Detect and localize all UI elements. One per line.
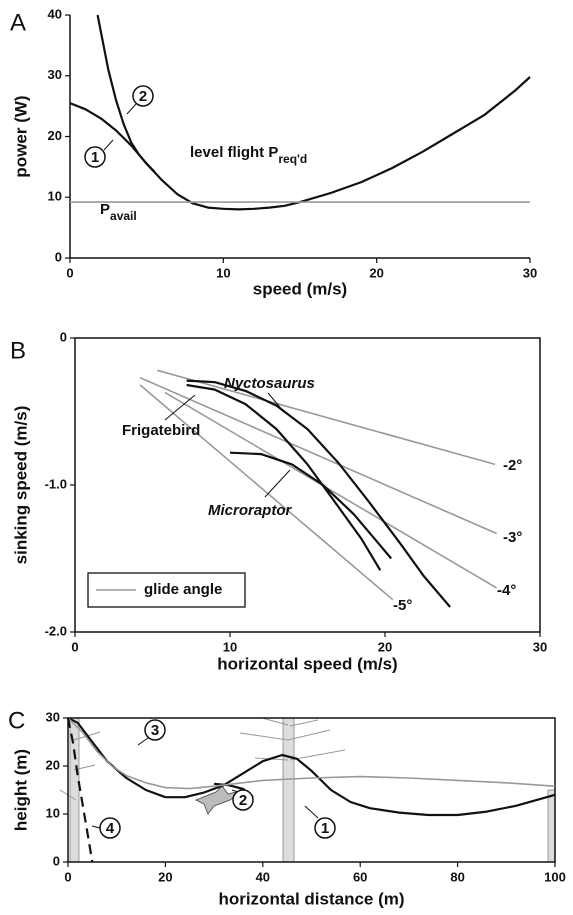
series-label: 1 bbox=[91, 149, 99, 166]
x-tick-label: 40 bbox=[256, 869, 270, 884]
y-tick-label: -1.0 bbox=[45, 476, 67, 491]
series-line bbox=[165, 392, 497, 588]
y-tick-label: 30 bbox=[46, 709, 60, 724]
x-tick-label: 30 bbox=[523, 265, 537, 280]
x-tick-label: 0 bbox=[71, 639, 78, 654]
panel-letter: B bbox=[10, 337, 26, 364]
series-label: -4° bbox=[497, 582, 516, 599]
y-tick-label: -2.0 bbox=[45, 623, 67, 638]
series-label: 3 bbox=[151, 722, 159, 739]
y-axis-label: height (m) bbox=[11, 749, 30, 831]
x-axis-label: speed (m/s) bbox=[253, 279, 347, 298]
leader-line bbox=[265, 470, 290, 497]
annotation: Pavail bbox=[100, 201, 137, 223]
series-line bbox=[68, 718, 555, 815]
panel-letter: A bbox=[10, 9, 26, 36]
x-tick-label: 100 bbox=[544, 869, 566, 884]
y-axis-label: power (W) bbox=[11, 95, 30, 177]
leader-line bbox=[104, 140, 113, 150]
y-tick-label: 10 bbox=[46, 805, 60, 820]
legend-label: glide angle bbox=[144, 581, 222, 598]
x-tick-label: 10 bbox=[223, 639, 237, 654]
x-axis-label: horizontal distance (m) bbox=[218, 889, 404, 908]
series-label: 1 bbox=[321, 820, 329, 837]
series-label: -5° bbox=[393, 597, 412, 614]
annotation: level flight Preq'd bbox=[190, 144, 307, 166]
annotation-text: P bbox=[100, 201, 110, 218]
x-tick-label: 0 bbox=[64, 869, 71, 884]
series-label: Frigatebird bbox=[122, 422, 200, 439]
y-tick-label: 0 bbox=[53, 853, 60, 868]
x-axis-label: horizontal speed (m/s) bbox=[217, 654, 397, 673]
tree-trunk bbox=[548, 790, 555, 862]
plot-frame bbox=[68, 718, 555, 862]
series-label: -3° bbox=[503, 529, 522, 546]
x-tick-label: 10 bbox=[216, 265, 230, 280]
x-tick-label: 60 bbox=[353, 869, 367, 884]
x-tick-label: 20 bbox=[369, 265, 383, 280]
y-tick-label: 0 bbox=[55, 249, 62, 264]
y-tick-label: 10 bbox=[48, 189, 62, 204]
leader-line bbox=[127, 104, 136, 114]
y-tick-label: 30 bbox=[48, 67, 62, 82]
series-label: 4 bbox=[106, 820, 115, 837]
series-label: Microraptor bbox=[208, 502, 293, 519]
x-tick-label: 30 bbox=[533, 639, 547, 654]
x-tick-label: 80 bbox=[450, 869, 464, 884]
series-line bbox=[68, 718, 555, 789]
series-label: -2° bbox=[503, 457, 522, 474]
leader-line bbox=[305, 806, 318, 818]
leader-line bbox=[138, 738, 148, 745]
illustration bbox=[60, 718, 555, 862]
annotation-subscript: req'd bbox=[278, 152, 307, 166]
series-line bbox=[140, 378, 497, 534]
series-label: 2 bbox=[239, 792, 247, 809]
annotation-subscript: avail bbox=[110, 209, 137, 223]
annotation-text: level flight P bbox=[190, 144, 278, 161]
x-tick-label: 20 bbox=[378, 639, 392, 654]
x-tick-label: 0 bbox=[66, 265, 73, 280]
y-tick-label: 0 bbox=[60, 329, 67, 344]
y-tick-label: 40 bbox=[48, 6, 62, 21]
y-tick-label: 20 bbox=[48, 128, 62, 143]
figure: 0102030010203040speed (m/s)power (W)A12l… bbox=[0, 0, 573, 915]
x-tick-label: 20 bbox=[158, 869, 172, 884]
series-line bbox=[140, 385, 393, 600]
leader-line bbox=[92, 826, 100, 828]
panel-letter: C bbox=[8, 707, 25, 734]
series-label: Nyctosaurus bbox=[224, 375, 315, 392]
series-label: 2 bbox=[139, 88, 147, 105]
y-tick-label: 20 bbox=[46, 757, 60, 772]
y-axis-label: sinking speed (m/s) bbox=[11, 406, 30, 565]
